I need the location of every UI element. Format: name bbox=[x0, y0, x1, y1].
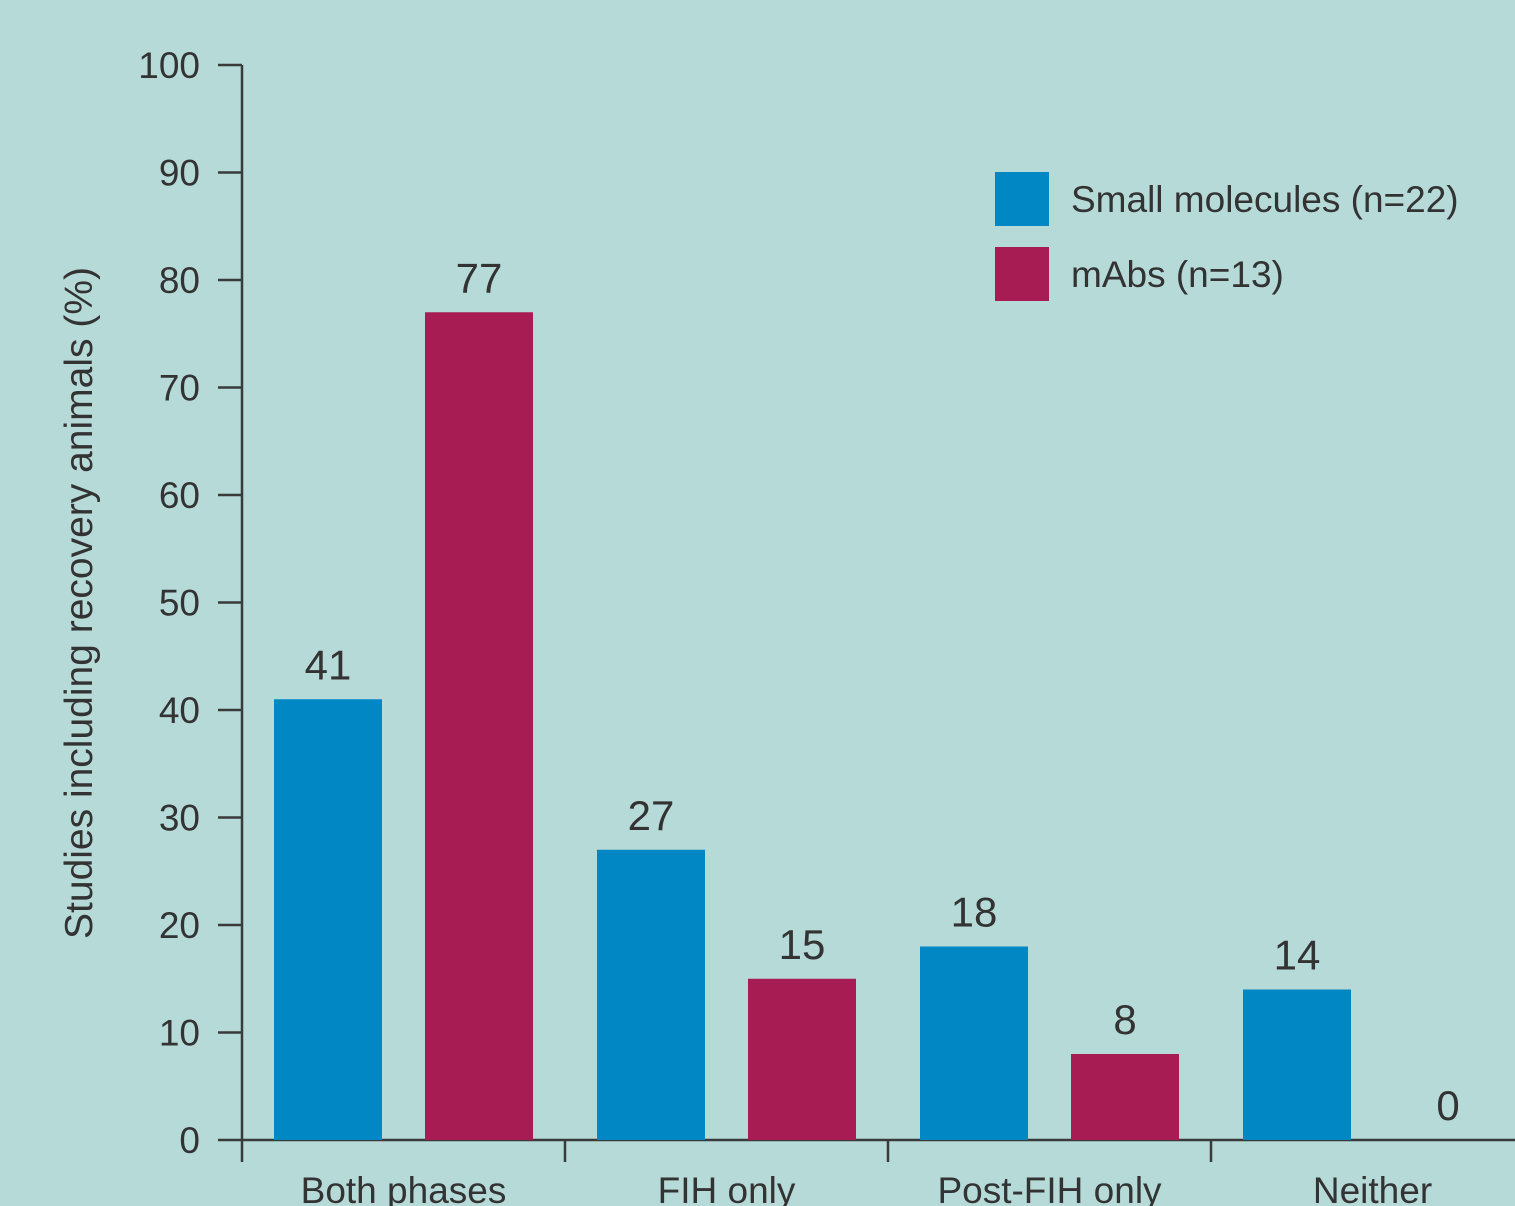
y-tick-label: 100 bbox=[138, 45, 200, 86]
bar-value-labels: 41 27 18 14 77 15 8 0 bbox=[305, 254, 1460, 1129]
x-tick-label: Both phases bbox=[301, 1170, 507, 1206]
bar-value-label: 77 bbox=[456, 254, 503, 301]
bar bbox=[1071, 1054, 1179, 1140]
y-tick-label: 90 bbox=[159, 153, 200, 194]
y-axis: 0 10 20 30 40 50 60 70 80 90 100 bbox=[138, 45, 244, 1161]
legend-swatch bbox=[995, 172, 1049, 226]
bar bbox=[1243, 989, 1351, 1140]
x-axis: Both phases FIH only Post-FIH only Neither bbox=[240, 1138, 1515, 1206]
bar-value-label: 0 bbox=[1436, 1082, 1459, 1129]
bar bbox=[274, 699, 382, 1140]
y-tick-label: 10 bbox=[159, 1013, 200, 1054]
bar-value-label: 41 bbox=[305, 641, 352, 688]
legend-label: Small molecules (n=22) bbox=[1071, 179, 1459, 220]
bar-value-label: 18 bbox=[951, 889, 998, 936]
bars bbox=[274, 312, 1351, 1140]
bar-value-label: 15 bbox=[779, 921, 826, 968]
y-tick-label: 40 bbox=[159, 690, 200, 731]
x-tick-label: Post-FIH only bbox=[937, 1170, 1162, 1206]
bar bbox=[597, 849, 705, 1140]
bar-value-label: 27 bbox=[628, 792, 675, 839]
y-axis-label: Studies including recovery animals (%) bbox=[58, 267, 101, 939]
bar-value-label: 14 bbox=[1274, 932, 1321, 979]
bar bbox=[425, 312, 533, 1140]
y-tick-label: 30 bbox=[159, 798, 200, 839]
y-tick-label: 70 bbox=[159, 368, 200, 409]
legend: Small molecules (n=22) mAbs (n=13) bbox=[995, 172, 1459, 301]
bar-value-label: 8 bbox=[1113, 996, 1136, 1043]
x-tick-label: Neither bbox=[1313, 1170, 1432, 1206]
bar bbox=[920, 946, 1028, 1140]
y-tick-label: 0 bbox=[179, 1120, 200, 1161]
legend-label: mAbs (n=13) bbox=[1071, 254, 1284, 295]
bar bbox=[748, 978, 856, 1140]
y-tick-label: 60 bbox=[159, 475, 200, 516]
legend-swatch bbox=[995, 247, 1049, 301]
y-tick-label: 80 bbox=[159, 260, 200, 301]
x-tick-label: FIH only bbox=[658, 1170, 796, 1206]
y-tick-label: 20 bbox=[159, 905, 200, 946]
y-tick-label: 50 bbox=[159, 583, 200, 624]
